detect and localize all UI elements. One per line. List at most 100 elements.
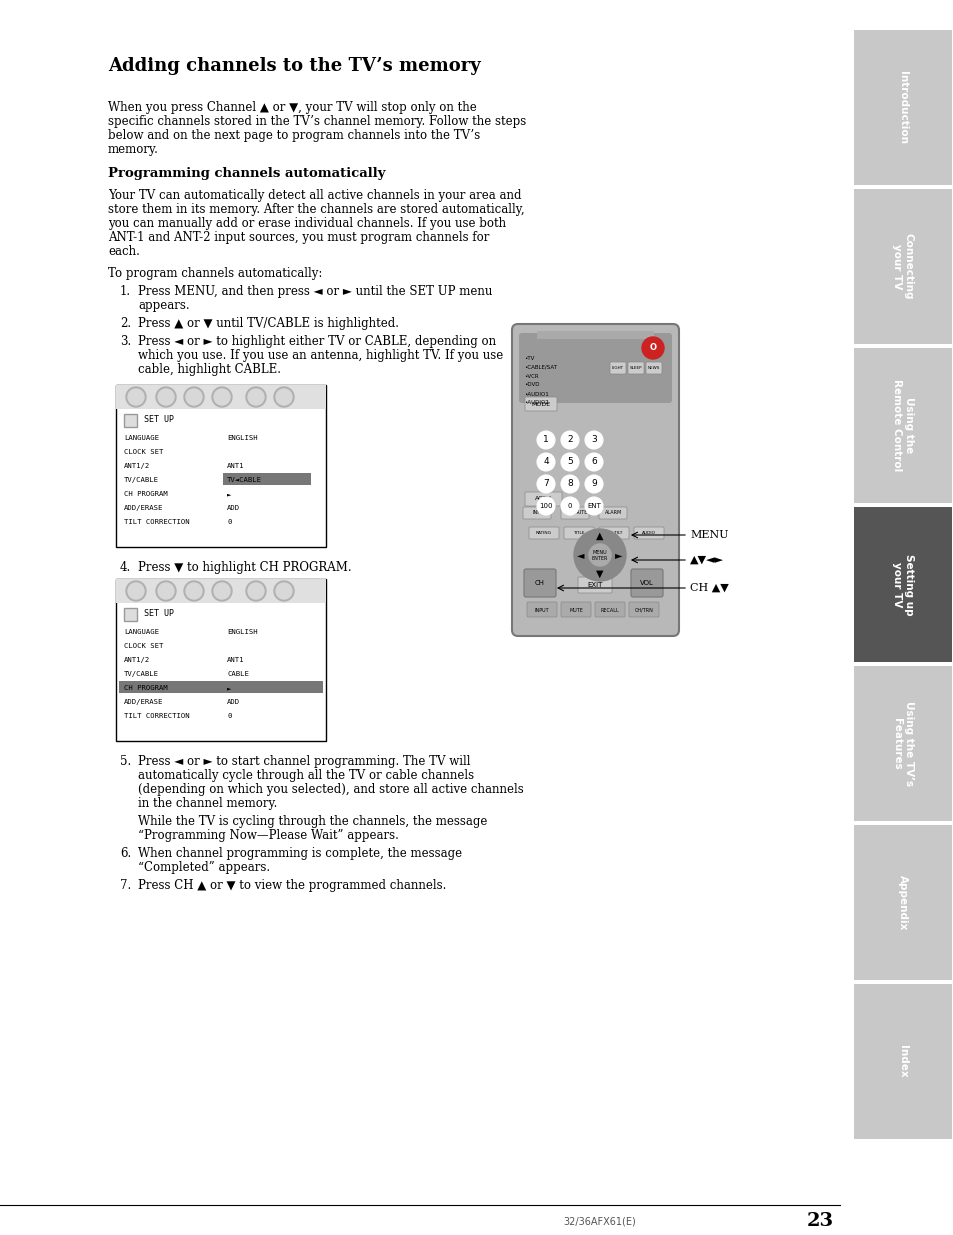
Text: Introduction: Introduction [897, 70, 907, 144]
Text: •VCR: •VCR [523, 373, 538, 378]
Text: each.: each. [108, 245, 140, 258]
Text: •AUDIO2: •AUDIO2 [523, 400, 548, 405]
Text: SET UP: SET UP [144, 415, 173, 424]
Text: 3: 3 [591, 436, 597, 445]
Text: ADD/ERASE: ADD/ERASE [124, 699, 163, 705]
Text: ENTER: ENTER [591, 557, 608, 562]
Text: ANT1: ANT1 [227, 657, 244, 663]
Circle shape [128, 583, 144, 599]
Text: 6: 6 [591, 457, 597, 467]
Text: INFO: INFO [532, 510, 543, 515]
Bar [124, 608, 137, 621]
Circle shape [212, 580, 232, 601]
Circle shape [560, 431, 578, 450]
FancyBboxPatch shape [518, 333, 671, 403]
Text: Index: Index [897, 1045, 907, 1078]
Circle shape [584, 475, 602, 493]
Circle shape [275, 583, 292, 599]
Text: SLEEP: SLEEP [629, 366, 641, 370]
Text: 3.: 3. [120, 335, 132, 348]
FancyBboxPatch shape [526, 601, 557, 618]
Text: ENGLISH: ENGLISH [227, 435, 257, 441]
Text: ANT1/2: ANT1/2 [124, 463, 150, 469]
Text: ENGLISH: ENGLISH [227, 629, 257, 635]
Circle shape [274, 580, 294, 601]
Text: Press CH ▲ or ▼ to view the programmed channels.: Press CH ▲ or ▼ to view the programmed c… [138, 879, 446, 892]
Text: ►: ► [227, 685, 232, 692]
Text: •TV: •TV [523, 356, 534, 361]
Text: store them in its memory. After the channels are stored automatically,: store them in its memory. After the chan… [108, 203, 524, 216]
FancyBboxPatch shape [645, 362, 661, 374]
FancyBboxPatch shape [522, 508, 551, 519]
Text: SUR.TILT: SUR.TILT [604, 531, 622, 535]
Text: LIGHT: LIGHT [611, 366, 623, 370]
Circle shape [584, 431, 602, 450]
Text: ANT1/2: ANT1/2 [124, 657, 150, 663]
Text: LANGUAGE: LANGUAGE [124, 629, 159, 635]
Circle shape [212, 387, 232, 408]
Text: CLOCK SET: CLOCK SET [124, 450, 163, 454]
Text: TV/CABLE: TV/CABLE [124, 477, 159, 483]
FancyBboxPatch shape [537, 331, 654, 338]
Bar [853, 825, 951, 981]
Text: Using the TV’s
Features: Using the TV’s Features [891, 701, 913, 785]
Text: LANGUAGE: LANGUAGE [124, 435, 159, 441]
Text: CLOCK SET: CLOCK SET [124, 643, 163, 650]
Text: •AUDIO1: •AUDIO1 [523, 391, 548, 396]
FancyBboxPatch shape [560, 601, 590, 618]
Text: TITLE: TITLE [573, 531, 584, 535]
Text: TV◄CABLE: TV◄CABLE [227, 477, 262, 483]
Text: 23: 23 [805, 1212, 833, 1230]
Bar [853, 984, 951, 1139]
Bar [116, 579, 326, 603]
Text: O: O [649, 343, 656, 352]
Text: 4: 4 [542, 457, 548, 467]
Text: MODE: MODE [531, 401, 550, 406]
Circle shape [186, 583, 202, 599]
Circle shape [186, 389, 202, 405]
Text: NEWS: NEWS [647, 366, 659, 370]
Circle shape [213, 389, 230, 405]
Text: you can manually add or erase individual channels. If you use both: you can manually add or erase individual… [108, 217, 506, 230]
Circle shape [213, 583, 230, 599]
Text: 32/36AFX61(E): 32/36AFX61(E) [563, 1216, 636, 1226]
Text: ▲▼◄►: ▲▼◄► [689, 555, 723, 564]
Text: VOL: VOL [639, 580, 653, 585]
FancyBboxPatch shape [628, 601, 659, 618]
Text: 2: 2 [567, 436, 572, 445]
Text: ALARM: ALARM [605, 510, 622, 515]
Text: ENT: ENT [586, 503, 600, 509]
Text: When channel programming is complete, the message: When channel programming is complete, th… [138, 847, 461, 860]
Text: CH ▲▼: CH ▲▼ [689, 583, 728, 593]
Text: While the TV is cycling through the channels, the message: While the TV is cycling through the chan… [138, 815, 487, 827]
Text: “Programming Now—Please Wait” appears.: “Programming Now—Please Wait” appears. [138, 829, 398, 842]
Circle shape [537, 431, 555, 450]
Text: ANT1: ANT1 [227, 463, 244, 469]
Bar [116, 385, 326, 409]
Text: TILT CORRECTION: TILT CORRECTION [124, 713, 190, 719]
FancyBboxPatch shape [523, 569, 556, 597]
FancyBboxPatch shape [524, 396, 557, 411]
Circle shape [641, 337, 663, 359]
Text: SET UP: SET UP [144, 609, 173, 618]
Text: below and on the next page to program channels into the TV’s: below and on the next page to program ch… [108, 128, 479, 142]
FancyBboxPatch shape [634, 527, 663, 538]
Text: 5.: 5. [120, 755, 132, 768]
Text: Press ◄ or ► to start channel programming. The TV will: Press ◄ or ► to start channel programmin… [138, 755, 470, 768]
Text: RATING: RATING [536, 531, 552, 535]
Text: 8: 8 [566, 479, 572, 489]
Text: appears.: appears. [138, 299, 190, 312]
Text: CH PROGRAM: CH PROGRAM [124, 685, 168, 692]
Text: RECALL: RECALL [600, 608, 618, 613]
Circle shape [246, 387, 266, 408]
Text: CH/TRN: CH/TRN [634, 608, 653, 613]
Text: Connecting
your TV: Connecting your TV [891, 233, 913, 300]
Text: Setting up
your TV: Setting up your TV [891, 553, 913, 615]
Text: ACTV: ACTV [534, 496, 551, 501]
Text: 1.: 1. [120, 285, 131, 298]
Text: 6.: 6. [120, 847, 132, 860]
Text: FAVORITE: FAVORITE [564, 510, 587, 515]
FancyBboxPatch shape [512, 324, 679, 636]
Text: AUDIO: AUDIO [641, 531, 656, 535]
Bar [853, 348, 951, 503]
